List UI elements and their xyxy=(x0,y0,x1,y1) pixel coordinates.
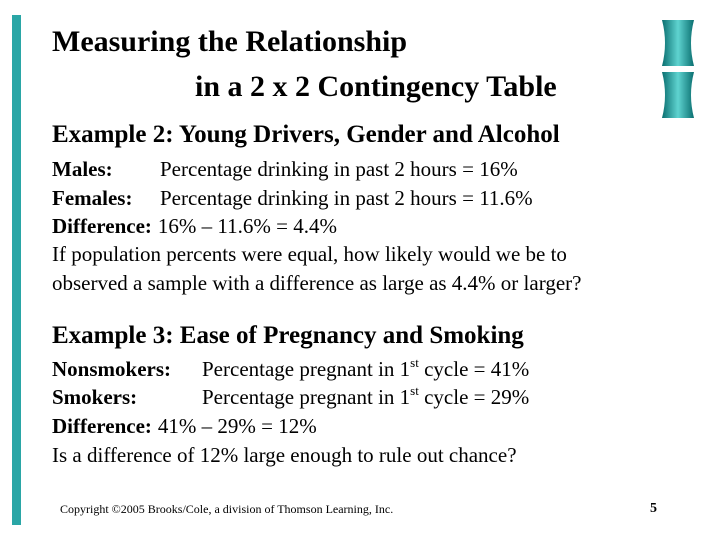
body-line: Smokers: Percentage pregnant in 1st cycle… xyxy=(52,383,530,410)
body-line: Difference: 16% – 11.6% = 4.4% xyxy=(52,214,337,239)
page-number: 5 xyxy=(650,501,657,516)
body-line: Is a difference of 12% large enough to r… xyxy=(52,443,517,468)
line-text: 41% – 29% = 12% xyxy=(157,414,317,438)
line-text: Percentage pregnant in 1 xyxy=(202,357,411,381)
line-label: Difference: xyxy=(52,214,152,238)
line-label: Nonsmokers: xyxy=(52,357,171,381)
line-text: Is a difference of 12% large enough to r… xyxy=(52,443,517,467)
side-bar xyxy=(12,15,21,525)
body-line: If population percents were equal, how l… xyxy=(52,242,567,267)
copyright: Copyright ©2005 Brooks/Cole, a division … xyxy=(60,502,394,516)
title-line: Measuring the Relationship xyxy=(52,25,408,58)
line-text: observed a sample with a difference as l… xyxy=(52,271,582,295)
ribbon-icon xyxy=(662,20,694,118)
line-text: Percentage drinking in past 2 hours = 11… xyxy=(160,186,533,210)
line-text: Percentage pregnant in 1 xyxy=(202,385,411,409)
section-heading: Example 3: Ease of Pregnancy and Smoking xyxy=(52,322,524,349)
line-label: Smokers: xyxy=(52,385,138,409)
line-label: Males: xyxy=(52,157,113,181)
superscript: st xyxy=(410,355,419,370)
body-line: Males: Percentage drinking in past 2 hour… xyxy=(52,157,518,182)
body-line: Females: Percentage drinking in past 2 ho… xyxy=(52,186,533,211)
body-line: Nonsmokers: Percentage pregnant in 1st cy… xyxy=(52,355,530,382)
line-label: Difference: xyxy=(52,414,152,438)
line-text: cycle = 29% xyxy=(418,385,530,409)
title-line: in a 2 x 2 Contingency Table xyxy=(195,70,557,103)
line-label: Females: xyxy=(52,186,133,210)
line-text: Percentage drinking in past 2 hours = 16… xyxy=(160,157,518,181)
superscript: st xyxy=(410,383,419,398)
section-heading: Example 2: Young Drivers, Gender and Alc… xyxy=(52,121,560,148)
body-line: observed a sample with a difference as l… xyxy=(52,271,581,296)
line-text: 16% – 11.6% = 4.4% xyxy=(157,214,337,238)
body-line: Difference: 41% – 29% = 12% xyxy=(52,414,317,439)
line-text: If population percents were equal, how l… xyxy=(52,242,567,266)
line-text: cycle = 41% xyxy=(418,357,530,381)
